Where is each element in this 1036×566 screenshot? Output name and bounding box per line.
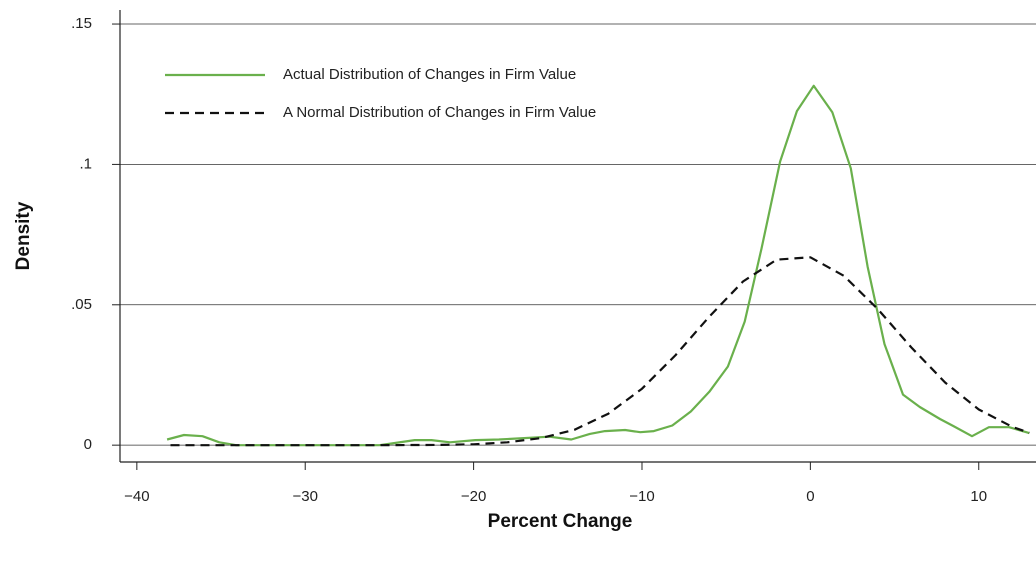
y-tick-label: .1 [79,155,92,172]
line-series [170,256,1030,447]
y-tick-label: 0 [84,436,92,453]
x-tick-label: −10 [629,488,654,505]
y-tick-label: .15 [71,15,92,32]
legend-label: A Normal Distribution of Changes in Firm… [283,104,596,121]
x-tick-label: 0 [806,488,814,505]
x-tick-label: −40 [124,488,149,505]
legend-label: Actual Distribution of Changes in Firm V… [283,66,576,83]
y-axis-title: Density [13,201,34,270]
y-tick-label: .05 [71,296,92,313]
line-series [166,84,1030,447]
x-tick-label: −20 [461,488,486,505]
x-tick-label: −30 [292,488,317,505]
x-axis-title: Percent Change [488,511,633,532]
x-tick-label: 10 [970,488,987,505]
